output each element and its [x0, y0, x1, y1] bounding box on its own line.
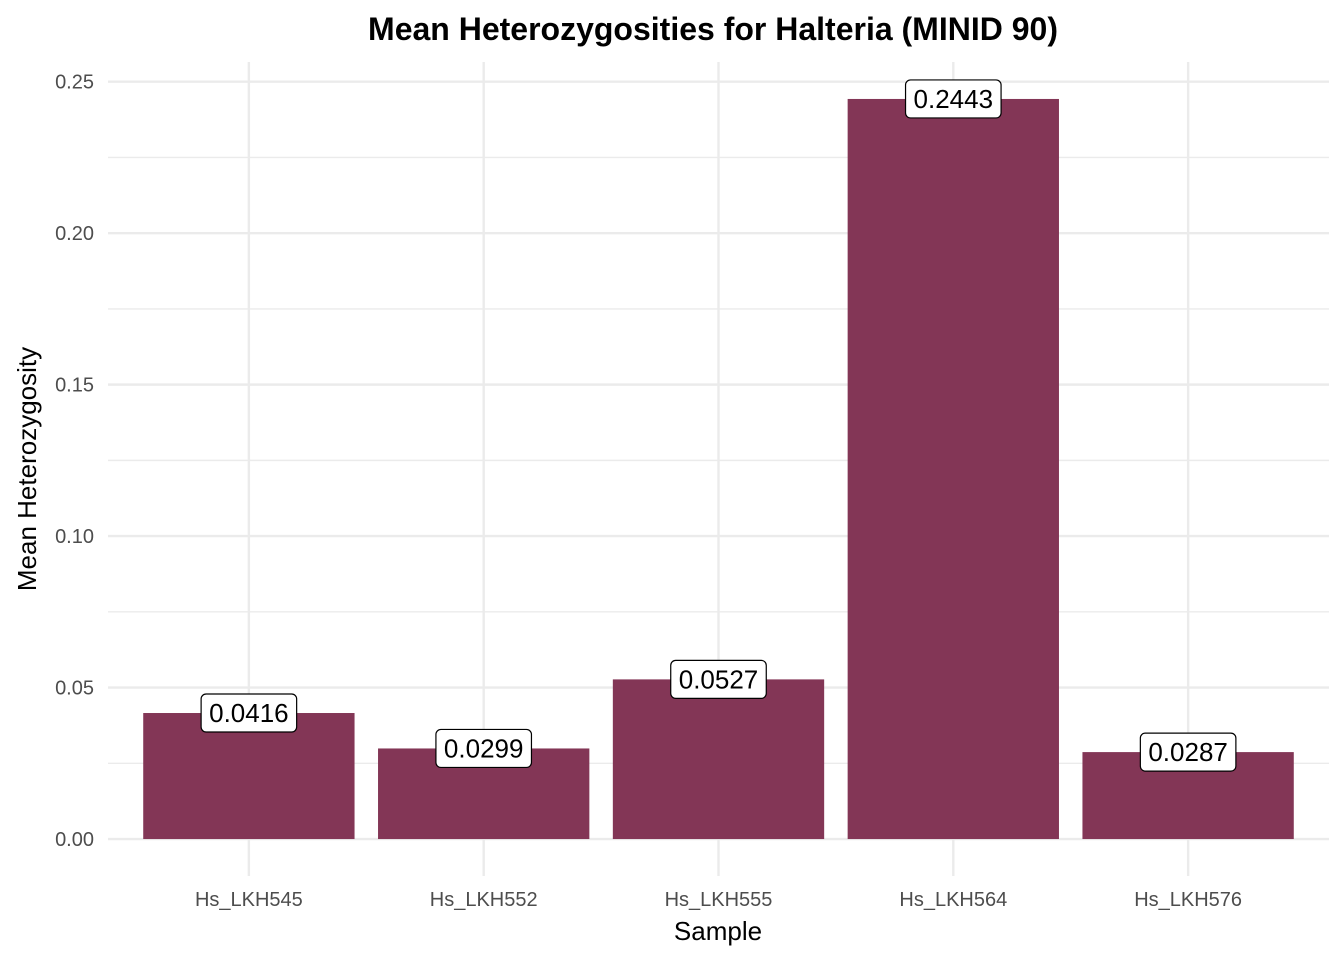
data-label: 0.0287: [1139, 732, 1237, 772]
y-tick-label: 0.15: [55, 375, 94, 397]
data-label-text: 0.0416: [209, 698, 289, 728]
x-tick-label: Hs_LKH555: [665, 889, 773, 911]
bar: [612, 679, 825, 840]
data-label-box: [904, 79, 1002, 119]
data-label-box: [200, 693, 298, 733]
data-label: 0.0416: [200, 693, 298, 733]
data-label-text: 0.0527: [679, 664, 759, 694]
data-labels: 0.0416 0.0299 0.0527 0.2443 0.0287: [200, 79, 1237, 772]
y-tick-label: 0.00: [55, 829, 94, 851]
x-axis-label: Sample: [674, 916, 762, 946]
bar: [847, 98, 1059, 840]
data-label-box: [1139, 732, 1237, 772]
data-label-text: 0.2443: [914, 84, 994, 114]
x-tick-label: Hs_LKH552: [430, 889, 538, 911]
y-tick-label: 0.10: [55, 526, 94, 548]
bars: [143, 98, 1294, 840]
data-label: 0.2443: [904, 79, 1002, 119]
y-tick-label: 0.25: [55, 72, 94, 94]
data-label-text: 0.0287: [1148, 737, 1228, 767]
data-label-text: 0.0299: [444, 733, 524, 763]
x-tick-label: Hs_LKH576: [1134, 889, 1242, 911]
data-label-box: [435, 728, 533, 769]
x-tick-label: Hs_LKH545: [195, 889, 303, 911]
y-tick-label: 0.20: [55, 223, 94, 245]
bar: [143, 713, 355, 840]
y-tick-label: 0.05: [55, 678, 94, 700]
chart-title: Mean Heterozygosities for Halteria (MINI…: [368, 11, 1058, 47]
x-axis-ticks: Hs_LKH545 Hs_LKH552 Hs_LKH555 Hs_LKH564 Hs_L…: [195, 889, 1242, 911]
y-axis-label: Mean Heterozygosity: [12, 347, 42, 591]
x-tick-label: Hs_LKH564: [899, 889, 1007, 911]
data-label: 0.0527: [670, 659, 767, 699]
data-label-box: [670, 659, 767, 699]
y-axis-ticks: 0.00 0.05 0.10 0.15 0.20 0.25: [55, 72, 94, 851]
data-label: 0.0299: [435, 728, 533, 769]
